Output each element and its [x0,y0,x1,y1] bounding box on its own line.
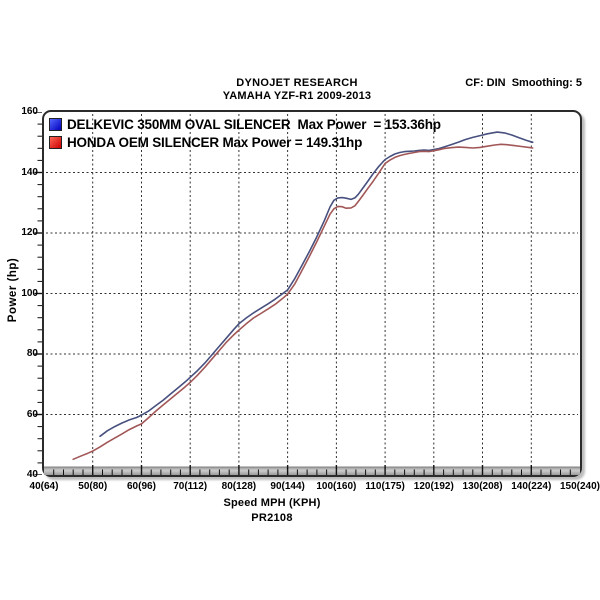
x-tick-label: 140(224) [511,481,552,492]
y-tick-label: 60 [26,408,38,420]
x-tick-label: 80(128) [221,481,257,492]
x-tick-label: 70(112) [173,481,208,492]
x-tick-label: 100(160) [316,481,357,492]
run-id: PR2108 [251,512,293,524]
correction-smoothing-info: CF: DIN Smoothing: 5 [465,77,582,89]
x-tick-label: 50(80) [78,481,108,492]
x-tick-label: 150(240) [559,481,600,492]
plot-canvas [44,114,580,475]
x-tick-label: 40(64) [29,481,59,492]
legend-label: DELKEVIC 350MM OVAL SILENCER Max Power =… [67,117,441,132]
y-tick-label: 80 [26,348,38,359]
chart-title: DYNOJET RESEARCH [236,77,358,89]
legend-label: HONDA OEM SILENCER Max Power = 149.31hp [67,135,363,150]
x-axis-title: Speed MPH (KPH) [223,497,321,509]
x-tick-label: 90(144) [270,481,305,492]
y-tick-label: 120 [21,227,38,238]
x-tick-label: 60(96) [127,481,156,492]
y-tick-label: 140 [21,166,38,178]
y-axis-ticks [34,112,42,475]
y-tick-label: 160 [21,106,38,117]
plot-area: DELKEVIC 350MM OVAL SILENCER Max Power =… [42,110,582,477]
y-tick-label: 100 [21,287,38,299]
chart-subtitle: YAMAHA YZF-R1 2009-2013 [222,90,372,102]
delkevic-series-swatch-icon [49,118,62,131]
x-tick-label: 130(208) [462,481,503,492]
legend-item-honda-oem: HONDA OEM SILENCER Max Power = 149.31hp [49,135,362,150]
y-tick-label: 40 [26,469,38,480]
legend-item-delkevic: DELKEVIC 350MM OVAL SILENCER Max Power =… [49,117,441,132]
x-tick-label: 110(175) [365,481,405,492]
honda-oem-series-swatch-icon [49,136,62,149]
x-tick-label: 120(192) [413,481,454,492]
